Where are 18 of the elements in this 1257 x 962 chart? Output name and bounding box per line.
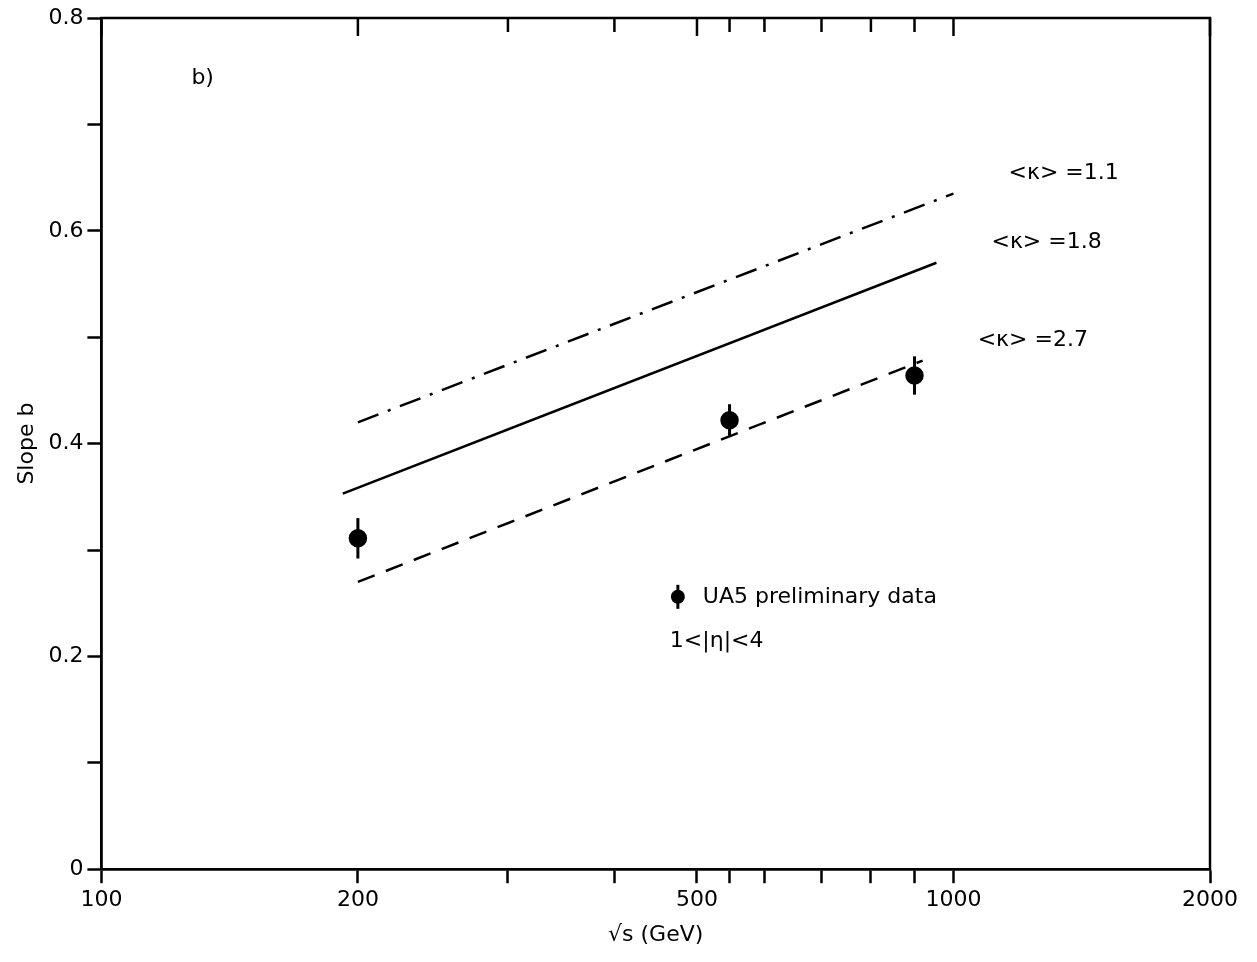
- y-tick-label: 0: [69, 854, 84, 880]
- x-tick-label: 500: [675, 886, 718, 912]
- x-tick-label: 1000: [925, 886, 982, 912]
- text: <κ> =2.7: [977, 326, 1088, 352]
- text: <κ> =1.8: [991, 228, 1102, 254]
- annotation: b): [191, 63, 214, 89]
- legend-label: UA5 preliminary data: [702, 582, 937, 608]
- annotation: 1<|η|<4: [669, 626, 764, 653]
- x-tick-label: 2000: [1182, 886, 1238, 912]
- y-tick-label: 0.6: [48, 216, 84, 242]
- y-tick-label: 0.4: [48, 429, 84, 455]
- text: <κ> =1.1: [1008, 159, 1119, 185]
- x-axis-title: √s (GeV): [608, 920, 704, 946]
- y-axis-title: Slope b: [12, 402, 38, 485]
- y-tick-label: 0.8: [48, 3, 84, 29]
- x-tick-label: 200: [336, 886, 379, 912]
- x-tick-label: 100: [80, 886, 123, 912]
- y-tick-label: 0.2: [48, 642, 84, 668]
